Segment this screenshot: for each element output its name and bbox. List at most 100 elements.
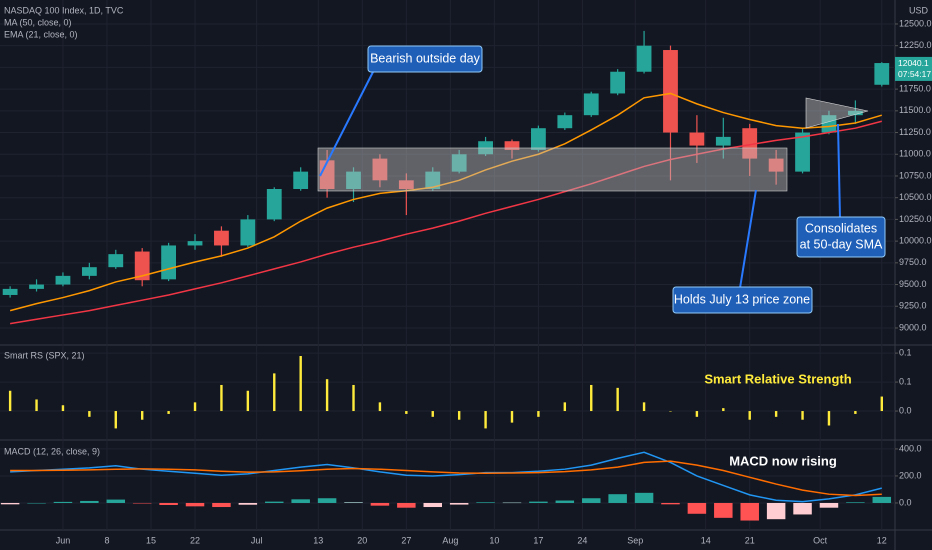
candle-body bbox=[821, 115, 837, 133]
histogram-bar bbox=[132, 502, 152, 504]
candle-body bbox=[161, 245, 177, 280]
y-tick-label: 12500.0 bbox=[899, 18, 932, 28]
histogram-bar bbox=[449, 502, 469, 505]
histogram-bar bbox=[581, 498, 601, 503]
histogram-bar bbox=[291, 499, 310, 503]
histogram-bar bbox=[819, 502, 839, 508]
bar bbox=[8, 390, 12, 412]
bar bbox=[669, 411, 672, 412]
pointer bbox=[739, 189, 757, 289]
histogram-bar bbox=[687, 502, 707, 514]
candle-body bbox=[29, 284, 44, 289]
annotation: Holds July 13 price zone bbox=[674, 292, 810, 306]
histogram-bar bbox=[423, 502, 442, 508]
histogram-bar bbox=[159, 502, 178, 505]
candle-body bbox=[398, 180, 414, 190]
y-tick-label: 0.1 bbox=[899, 347, 912, 357]
candle-body bbox=[240, 219, 256, 246]
candle-body bbox=[557, 115, 573, 129]
x-tick-label: Jul bbox=[251, 535, 263, 545]
bar bbox=[642, 402, 646, 412]
bar bbox=[563, 402, 567, 412]
candle-body bbox=[293, 171, 309, 190]
bar bbox=[352, 384, 355, 412]
moving-average bbox=[9, 92, 883, 312]
candle-body bbox=[663, 50, 678, 133]
annotation: Bearish outside day bbox=[370, 51, 481, 65]
candle-body bbox=[847, 110, 863, 116]
histogram-bar bbox=[846, 502, 865, 503]
y-tick-label: 12250.0 bbox=[899, 40, 932, 50]
candle-body bbox=[689, 132, 705, 146]
x-tick-label: 24 bbox=[577, 535, 587, 545]
annotation: Smart Relative Strength bbox=[704, 371, 851, 386]
bar bbox=[774, 411, 778, 417]
histogram-bar bbox=[740, 502, 759, 521]
x-tick-label: 14 bbox=[701, 535, 711, 545]
y-tick-label: 400.0 bbox=[899, 443, 922, 453]
annotation: MACD now rising bbox=[729, 453, 837, 468]
triangle bbox=[805, 97, 869, 129]
histogram-bar bbox=[27, 502, 46, 504]
y-tick-label: 9000.0 bbox=[899, 322, 927, 332]
x-tick-label: 27 bbox=[401, 535, 411, 545]
histogram-bar bbox=[80, 500, 99, 503]
bar bbox=[299, 356, 302, 412]
candle-body bbox=[2, 288, 18, 295]
currency: USD bbox=[909, 5, 929, 15]
y-tick-label: 10000.0 bbox=[899, 235, 932, 245]
bar bbox=[167, 411, 170, 414]
candle-body bbox=[266, 189, 282, 220]
histogram-bar bbox=[502, 502, 522, 504]
histogram-bar bbox=[0, 502, 20, 505]
annotation: Consolidates bbox=[805, 221, 877, 235]
candle-body bbox=[346, 171, 361, 190]
candle-body bbox=[372, 158, 388, 181]
histogram-bar bbox=[106, 499, 126, 503]
countdown: 07:54:17 bbox=[898, 69, 931, 79]
bar bbox=[484, 411, 487, 429]
legend: NASDAQ 100 Index, 1D, TVC bbox=[4, 5, 124, 15]
bar bbox=[431, 411, 434, 417]
y-tick-label: 0.0 bbox=[899, 405, 912, 415]
bar bbox=[140, 411, 144, 420]
bar bbox=[61, 405, 65, 412]
x-tick-label: Jun bbox=[56, 535, 71, 545]
candle-body bbox=[636, 45, 652, 72]
y-tick-label: 11000.0 bbox=[899, 149, 931, 159]
candle-body bbox=[504, 141, 520, 150]
y-tick-label: 10500.0 bbox=[899, 192, 932, 202]
x-tick-label: 8 bbox=[104, 535, 109, 545]
moving-average bbox=[10, 120, 882, 325]
y-tick-label: 10750.0 bbox=[899, 170, 932, 180]
x-tick-label: Sep bbox=[627, 535, 643, 545]
candle-body bbox=[134, 251, 150, 281]
bar bbox=[537, 411, 540, 417]
legend: Smart RS (SPX, 21) bbox=[4, 350, 85, 360]
histogram-bar bbox=[53, 501, 73, 503]
indicator-line bbox=[10, 451, 882, 503]
annotation-box bbox=[796, 216, 886, 258]
bar bbox=[880, 396, 883, 412]
histogram-bar bbox=[238, 502, 258, 505]
candle-body bbox=[451, 154, 467, 172]
y-tick-label: 9750.0 bbox=[899, 257, 927, 267]
x-tick-label: 20 bbox=[357, 535, 367, 545]
candle-body bbox=[583, 93, 599, 116]
candle-body bbox=[55, 275, 71, 285]
pointer bbox=[837, 123, 841, 219]
bar bbox=[722, 408, 725, 412]
bar bbox=[246, 390, 250, 412]
x-tick-label: 12 bbox=[877, 535, 887, 545]
y-tick-label: 0.1 bbox=[899, 376, 912, 386]
price-zone-box bbox=[317, 147, 788, 192]
indicator-line bbox=[10, 460, 882, 497]
y-tick-label: 10250.0 bbox=[899, 214, 932, 224]
candle-body bbox=[108, 254, 124, 268]
x-tick-label: 13 bbox=[313, 535, 323, 545]
x-tick-label: 10 bbox=[489, 535, 499, 545]
legend: MA (50, close, 0) bbox=[4, 17, 72, 27]
y-tick-label: 9250.0 bbox=[899, 301, 927, 311]
